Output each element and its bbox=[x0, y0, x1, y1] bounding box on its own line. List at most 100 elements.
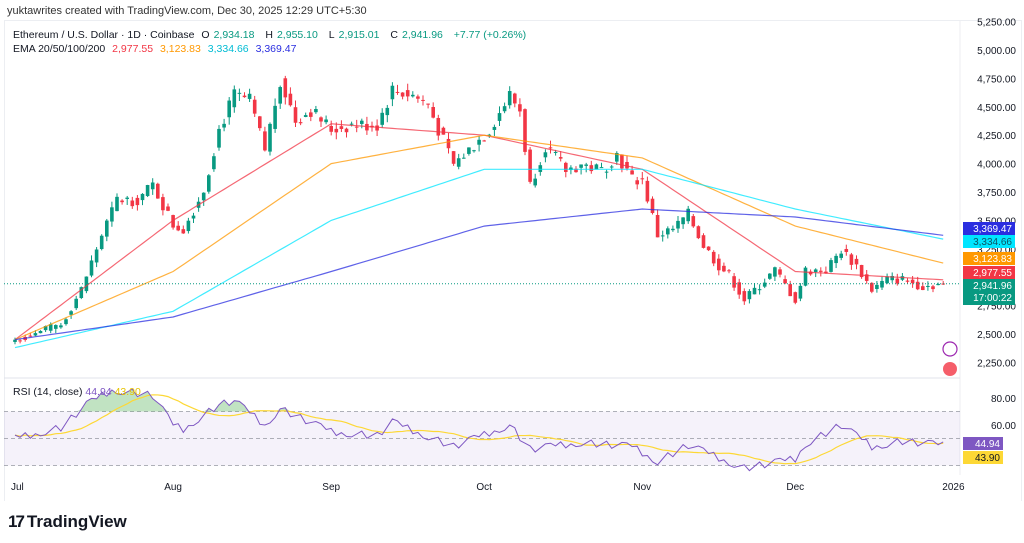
time-tick-label: Oct bbox=[476, 482, 492, 493]
candle-body bbox=[523, 109, 527, 152]
candle bbox=[543, 149, 548, 163]
last-price-tag bbox=[963, 279, 1015, 305]
candle bbox=[395, 84, 400, 95]
candle-body bbox=[558, 157, 563, 159]
rsi-value: 44.94 bbox=[85, 386, 112, 398]
candle bbox=[421, 95, 425, 106]
candle bbox=[140, 193, 145, 206]
candle-body bbox=[742, 291, 747, 302]
candle-body bbox=[905, 280, 910, 282]
candle bbox=[314, 105, 318, 114]
candle bbox=[696, 225, 701, 240]
candle bbox=[768, 273, 772, 280]
candle bbox=[329, 120, 333, 136]
ema100-price-tag-text: 3,334.66 bbox=[973, 237, 1012, 248]
time-tick-label: Sep bbox=[322, 482, 340, 493]
flag-icon bbox=[943, 362, 957, 376]
candle bbox=[385, 104, 390, 123]
candle-body bbox=[416, 96, 420, 99]
candle bbox=[79, 286, 84, 300]
candle-body bbox=[507, 91, 512, 106]
candle-body bbox=[660, 235, 665, 237]
candle-body bbox=[344, 128, 349, 133]
price-tick-label: 4,500.00 bbox=[977, 103, 1016, 114]
price-tick-label: 3,750.00 bbox=[977, 188, 1016, 199]
countdown-text: 17:00:22 bbox=[973, 293, 1012, 304]
candle bbox=[247, 88, 252, 102]
candle-body bbox=[762, 282, 767, 287]
rsi-line bbox=[14, 388, 944, 472]
tradingview-logo[interactable]: 17 TradingView bbox=[8, 512, 127, 532]
rsi-ma-tag-text: 43.90 bbox=[975, 453, 1000, 464]
rsi-label[interactable]: RSI (14, close) bbox=[13, 386, 83, 398]
candle-body bbox=[390, 85, 395, 100]
candle bbox=[727, 269, 731, 274]
candle bbox=[793, 291, 798, 305]
candle bbox=[854, 255, 859, 270]
candle bbox=[278, 85, 282, 109]
candle-body bbox=[880, 280, 884, 288]
ema-label[interactable]: EMA 20/50/100/200 bbox=[13, 43, 106, 55]
candle-body bbox=[375, 125, 379, 131]
price-tick-label: 4,000.00 bbox=[977, 160, 1016, 171]
candle-body bbox=[783, 279, 787, 284]
candle bbox=[451, 150, 456, 166]
candle bbox=[885, 273, 889, 285]
candle-body bbox=[574, 168, 578, 173]
close-value: 2,941.96 bbox=[402, 29, 443, 41]
time-tick-label: Nov bbox=[633, 482, 651, 493]
candle bbox=[757, 284, 762, 295]
candle-body bbox=[130, 200, 135, 207]
chart-frame bbox=[4, 20, 1022, 501]
candle-body bbox=[926, 285, 930, 287]
candle bbox=[283, 75, 288, 105]
candle-body bbox=[803, 267, 808, 286]
candle-body bbox=[263, 131, 267, 151]
time-tick-label: Jul bbox=[11, 482, 24, 493]
candle bbox=[477, 136, 481, 152]
candle bbox=[747, 289, 752, 304]
candle bbox=[523, 108, 527, 156]
candle bbox=[518, 98, 522, 117]
candle-body bbox=[757, 289, 762, 291]
candle-body bbox=[339, 126, 344, 129]
candle-body bbox=[166, 206, 170, 211]
candle-body bbox=[819, 270, 823, 272]
candle-body bbox=[548, 147, 553, 149]
candle-body bbox=[33, 333, 38, 336]
price-tick-label: 5,250.00 bbox=[977, 18, 1016, 29]
candle-body bbox=[752, 287, 757, 295]
candle-body bbox=[482, 140, 486, 142]
candle bbox=[686, 205, 690, 224]
candle-body bbox=[303, 115, 308, 117]
candle-body bbox=[222, 123, 226, 128]
candle bbox=[671, 225, 675, 232]
candle bbox=[227, 97, 231, 125]
rsi-value-tag bbox=[963, 437, 1003, 450]
candle-body bbox=[793, 292, 798, 303]
high-label: H bbox=[265, 29, 273, 41]
candle bbox=[548, 140, 553, 154]
ema20-price-tag bbox=[963, 266, 1015, 279]
candle-body bbox=[844, 248, 849, 252]
candle-body bbox=[711, 251, 716, 264]
close-label: C bbox=[390, 29, 398, 41]
candle bbox=[69, 310, 73, 319]
candle-body bbox=[405, 90, 410, 97]
candle-body bbox=[135, 197, 140, 206]
candle-body bbox=[252, 99, 257, 114]
candle-body bbox=[553, 151, 558, 153]
candle-body bbox=[589, 165, 594, 172]
candle-body bbox=[161, 197, 165, 211]
symbol-legend: Ethereum / U.S. Dollar · 1D · Coinbase O… bbox=[13, 28, 530, 56]
candle-body bbox=[671, 228, 675, 231]
price-tick-label: 2,250.00 bbox=[977, 358, 1016, 369]
candle bbox=[732, 272, 736, 291]
candle-body bbox=[701, 235, 706, 248]
symbol-title[interactable]: Ethereum / U.S. Dollar · 1D · Coinbase bbox=[13, 29, 195, 41]
candle-body bbox=[528, 149, 532, 182]
candle-body bbox=[497, 113, 502, 121]
candle-body bbox=[492, 126, 497, 130]
candle-body bbox=[232, 89, 237, 108]
